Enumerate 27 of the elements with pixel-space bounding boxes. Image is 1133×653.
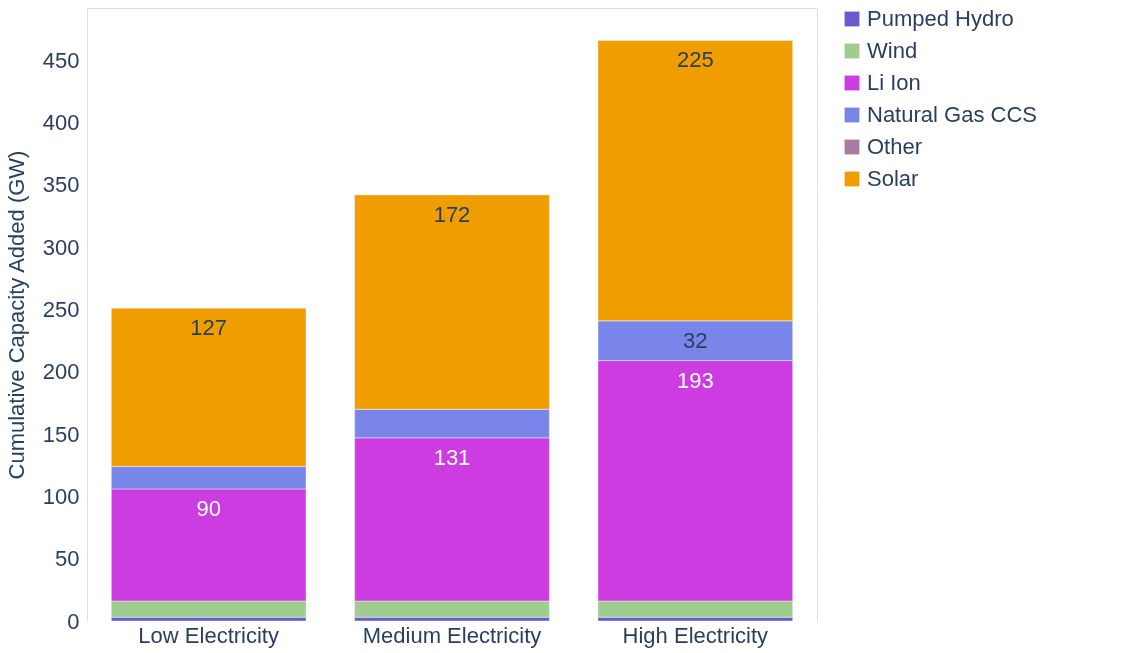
legend-label: Other — [867, 134, 923, 159]
y-tick-label: 0 — [67, 608, 80, 634]
y-tick-label: 50 — [55, 546, 80, 572]
legend-label: Pumped Hydro — [867, 6, 1014, 31]
legend-label: Li Ion — [867, 70, 921, 95]
legend-label: Natural Gas CCS — [867, 102, 1037, 127]
y-tick-label: 450 — [42, 47, 80, 73]
y-tick-label: 150 — [42, 421, 80, 447]
data-label: 172 — [433, 201, 471, 227]
legend-label: Wind — [867, 38, 918, 63]
data-label: 127 — [190, 315, 228, 341]
data-label: 193 — [676, 367, 714, 393]
x-tick-label: High Electricity — [622, 622, 769, 648]
data-label: 90 — [196, 495, 221, 521]
y-tick-label: 400 — [42, 110, 80, 136]
x-tick-label: Medium Electricity — [362, 622, 542, 648]
y-tick-label: 300 — [42, 234, 80, 260]
y-tick-label: 250 — [42, 297, 80, 323]
data-label: 32 — [683, 327, 708, 353]
x-tick-label: Low Electricity — [138, 622, 279, 648]
legend-label: Solar — [867, 166, 919, 191]
data-label: 131 — [433, 444, 471, 470]
data-label: 225 — [676, 47, 714, 73]
y-axis-title: Cumulative Capacity Added (GW) — [3, 150, 29, 480]
y-tick-label: 350 — [42, 172, 80, 198]
y-tick-label: 100 — [42, 483, 80, 509]
y-tick-label: 200 — [42, 359, 80, 385]
